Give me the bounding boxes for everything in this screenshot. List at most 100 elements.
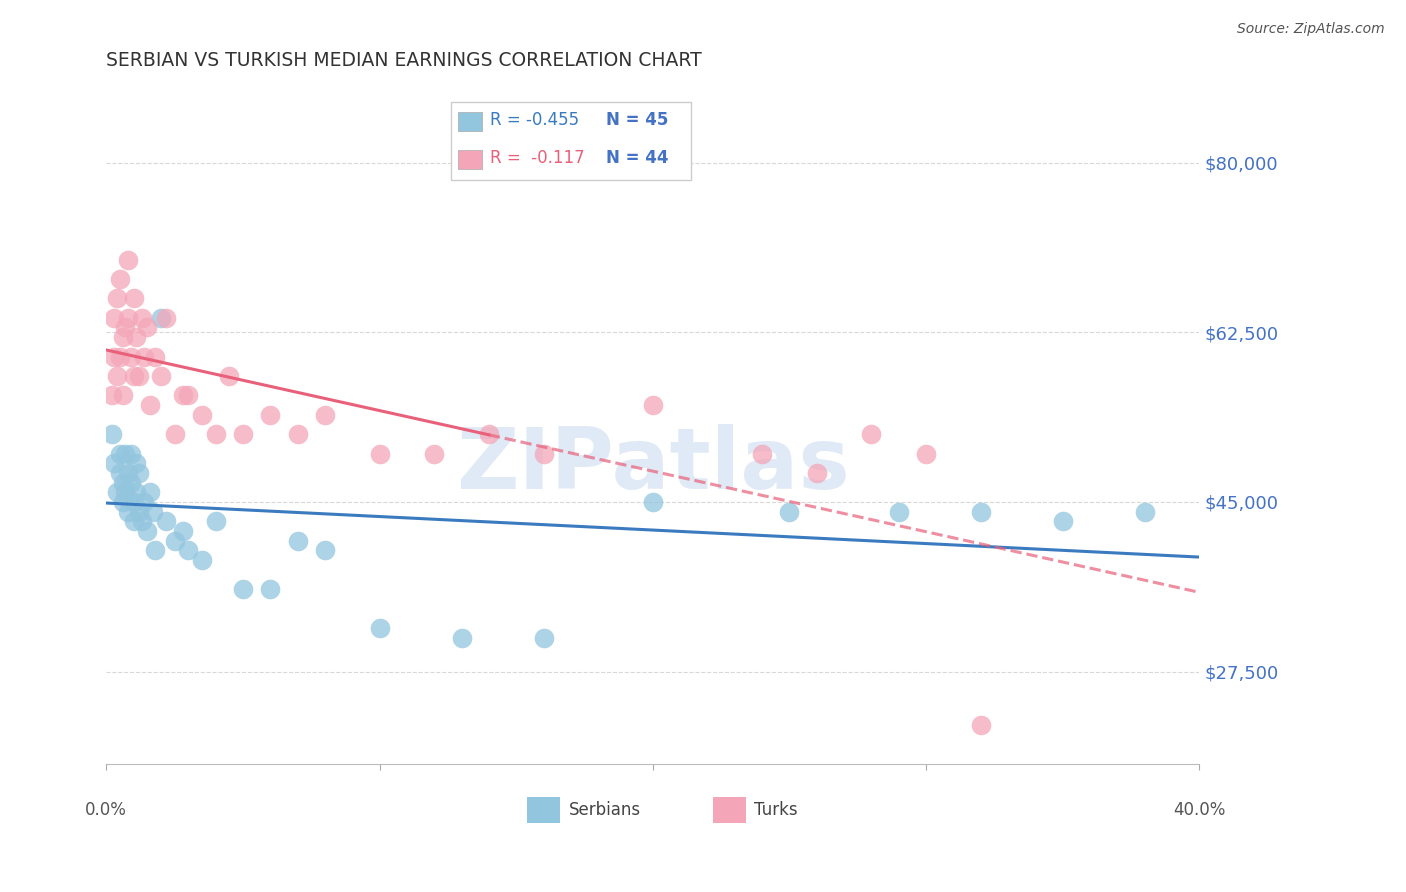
Point: [155, 514, 177, 528]
Point: [139, 398, 162, 412]
Point: [204, 514, 226, 528]
Point: [232, 582, 254, 597]
Point: [149, 310, 172, 325]
Point: [860, 427, 883, 442]
Point: [191, 553, 214, 567]
Point: [128, 466, 150, 480]
Text: Source: ZipAtlas.com: Source: ZipAtlas.com: [1237, 22, 1385, 37]
Point: [125, 456, 148, 470]
Point: [232, 427, 254, 442]
Point: [111, 475, 134, 490]
Point: [114, 485, 136, 500]
Point: [120, 475, 142, 490]
Point: [314, 543, 336, 558]
Point: [117, 310, 139, 325]
Point: [970, 718, 993, 732]
Point: [103, 310, 125, 325]
Point: [142, 505, 165, 519]
Point: [218, 368, 240, 383]
Text: Turks: Turks: [755, 801, 799, 819]
Point: [128, 368, 150, 383]
Point: [641, 398, 664, 412]
Point: [108, 272, 131, 286]
Text: R = -0.455: R = -0.455: [489, 112, 579, 129]
Point: [177, 388, 200, 402]
Point: [368, 446, 391, 460]
Point: [117, 466, 139, 480]
Point: [131, 514, 153, 528]
Point: [368, 621, 391, 635]
Point: [105, 368, 128, 383]
Point: [122, 292, 145, 306]
Point: [641, 495, 664, 509]
Point: [259, 582, 281, 597]
Point: [125, 485, 148, 500]
Point: [125, 330, 148, 344]
FancyBboxPatch shape: [527, 797, 560, 822]
Point: [134, 495, 156, 509]
Point: [149, 368, 172, 383]
Point: [887, 505, 910, 519]
Text: 40.0%: 40.0%: [1173, 801, 1226, 819]
Point: [120, 446, 142, 460]
Text: 0.0%: 0.0%: [86, 801, 127, 819]
Point: [191, 408, 214, 422]
Point: [136, 524, 159, 538]
Point: [751, 446, 773, 460]
FancyBboxPatch shape: [458, 150, 482, 169]
Point: [120, 350, 142, 364]
Point: [122, 368, 145, 383]
Point: [779, 505, 801, 519]
Text: ZIPatlas: ZIPatlas: [456, 424, 849, 507]
Point: [314, 408, 336, 422]
Point: [111, 388, 134, 402]
Text: R =  -0.117: R = -0.117: [489, 150, 585, 168]
Point: [139, 485, 162, 500]
Point: [111, 495, 134, 509]
Point: [163, 533, 186, 548]
Point: [103, 456, 125, 470]
Text: N = 44: N = 44: [606, 150, 668, 168]
Point: [114, 446, 136, 460]
Point: [1133, 505, 1156, 519]
Point: [105, 292, 128, 306]
Point: [915, 446, 938, 460]
Point: [117, 505, 139, 519]
Point: [117, 252, 139, 267]
FancyBboxPatch shape: [458, 112, 482, 131]
Point: [287, 427, 309, 442]
Point: [155, 310, 177, 325]
Point: [145, 543, 167, 558]
Text: Serbians: Serbians: [568, 801, 641, 819]
Point: [131, 310, 153, 325]
Point: [108, 446, 131, 460]
Point: [105, 485, 128, 500]
Point: [806, 466, 828, 480]
Point: [259, 408, 281, 422]
Point: [136, 320, 159, 334]
Point: [172, 524, 194, 538]
Point: [108, 350, 131, 364]
Point: [163, 427, 186, 442]
FancyBboxPatch shape: [450, 102, 692, 180]
Text: SERBIAN VS TURKISH MEDIAN EARNINGS CORRELATION CHART: SERBIAN VS TURKISH MEDIAN EARNINGS CORRE…: [107, 51, 702, 70]
Point: [478, 427, 501, 442]
Point: [450, 631, 472, 645]
FancyBboxPatch shape: [713, 797, 745, 822]
Point: [114, 320, 136, 334]
Point: [533, 446, 555, 460]
Point: [172, 388, 194, 402]
Text: N = 45: N = 45: [606, 112, 668, 129]
Point: [423, 446, 446, 460]
Point: [287, 533, 309, 548]
Point: [177, 543, 200, 558]
Point: [1052, 514, 1074, 528]
Point: [204, 427, 226, 442]
Point: [103, 350, 125, 364]
Point: [970, 505, 993, 519]
Point: [108, 466, 131, 480]
Point: [111, 330, 134, 344]
Point: [128, 505, 150, 519]
Point: [533, 631, 555, 645]
Point: [100, 388, 122, 402]
